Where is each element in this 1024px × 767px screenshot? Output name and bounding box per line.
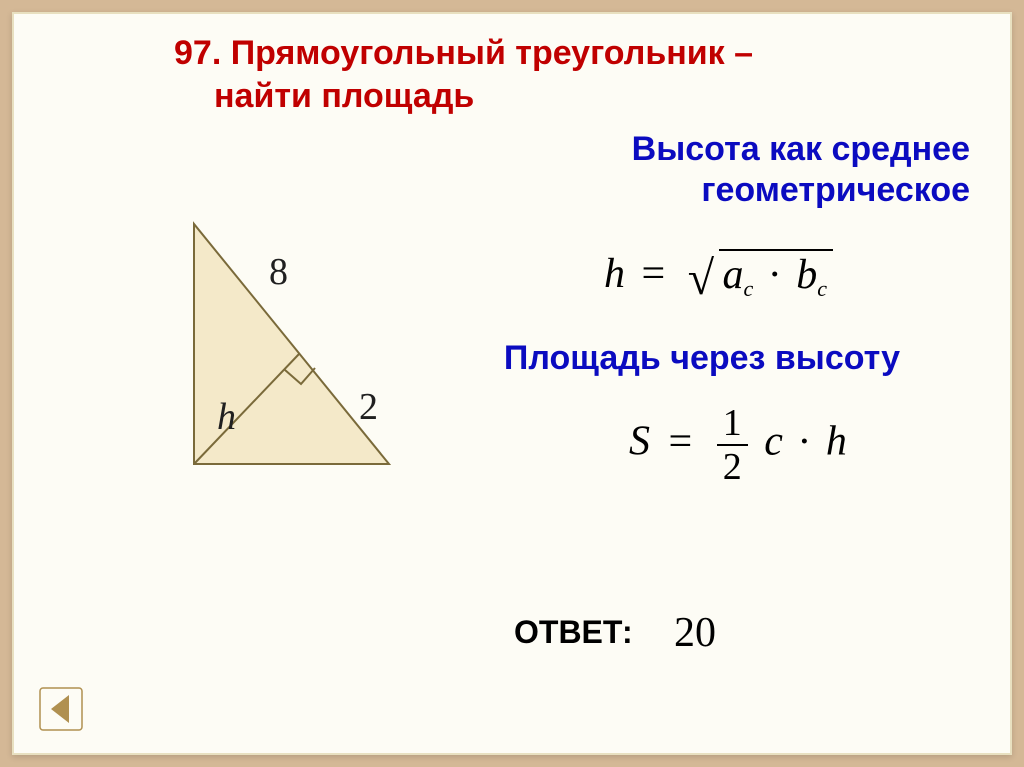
f2-eq: = bbox=[669, 419, 693, 465]
f2-h: h bbox=[826, 419, 847, 465]
f2-lhs: S bbox=[629, 419, 650, 465]
f2-c: c bbox=[764, 419, 783, 465]
answer-label: ОТВЕТ: bbox=[514, 614, 633, 651]
subtitle1-line1: Высота как среднее bbox=[632, 130, 970, 168]
fraction: 1 2 bbox=[717, 404, 748, 486]
f1-a: a bbox=[723, 252, 744, 298]
f2-den: 2 bbox=[717, 446, 748, 486]
answer-value: 20 bbox=[674, 609, 716, 657]
f1-a-sub: c bbox=[744, 276, 754, 301]
f1-b: b bbox=[796, 252, 817, 298]
f2-num: 1 bbox=[717, 404, 748, 446]
f1-lhs: h bbox=[604, 251, 625, 297]
sqrt-sign: √ bbox=[688, 251, 714, 306]
label-hypotenuse-8: 8 bbox=[269, 251, 288, 293]
subtitle-area: Площадь через высоту bbox=[434, 339, 970, 378]
formula-height: h = √ ac · bc bbox=[604, 249, 833, 306]
subtitle1-line2: геометрическое bbox=[701, 171, 970, 209]
f1-dot: · bbox=[768, 252, 782, 298]
triangle-diagram: 8 2 h bbox=[154, 204, 434, 524]
slide-title: 97. Прямоугольный треугольник – найти пл… bbox=[174, 32, 970, 117]
slide: 97. Прямоугольный треугольник – найти пл… bbox=[12, 12, 1012, 755]
nav-back-icon[interactable] bbox=[39, 687, 83, 731]
sqrt: √ ac · bc bbox=[688, 249, 833, 306]
formula-area: S = 1 2 c · h bbox=[629, 404, 847, 486]
title-line2: найти площадь bbox=[214, 77, 474, 115]
sqrt-body: ac · bc bbox=[719, 249, 834, 302]
subtitle-height: Высота как среднее геометрическое bbox=[434, 129, 970, 211]
f1-eq: = bbox=[642, 251, 666, 297]
title-line1: 97. Прямоугольный треугольник – bbox=[174, 34, 753, 72]
label-segment-2: 2 bbox=[359, 386, 378, 428]
label-h: h bbox=[217, 396, 236, 438]
f2-dot: · bbox=[797, 419, 811, 465]
f1-b-sub: c bbox=[817, 276, 827, 301]
